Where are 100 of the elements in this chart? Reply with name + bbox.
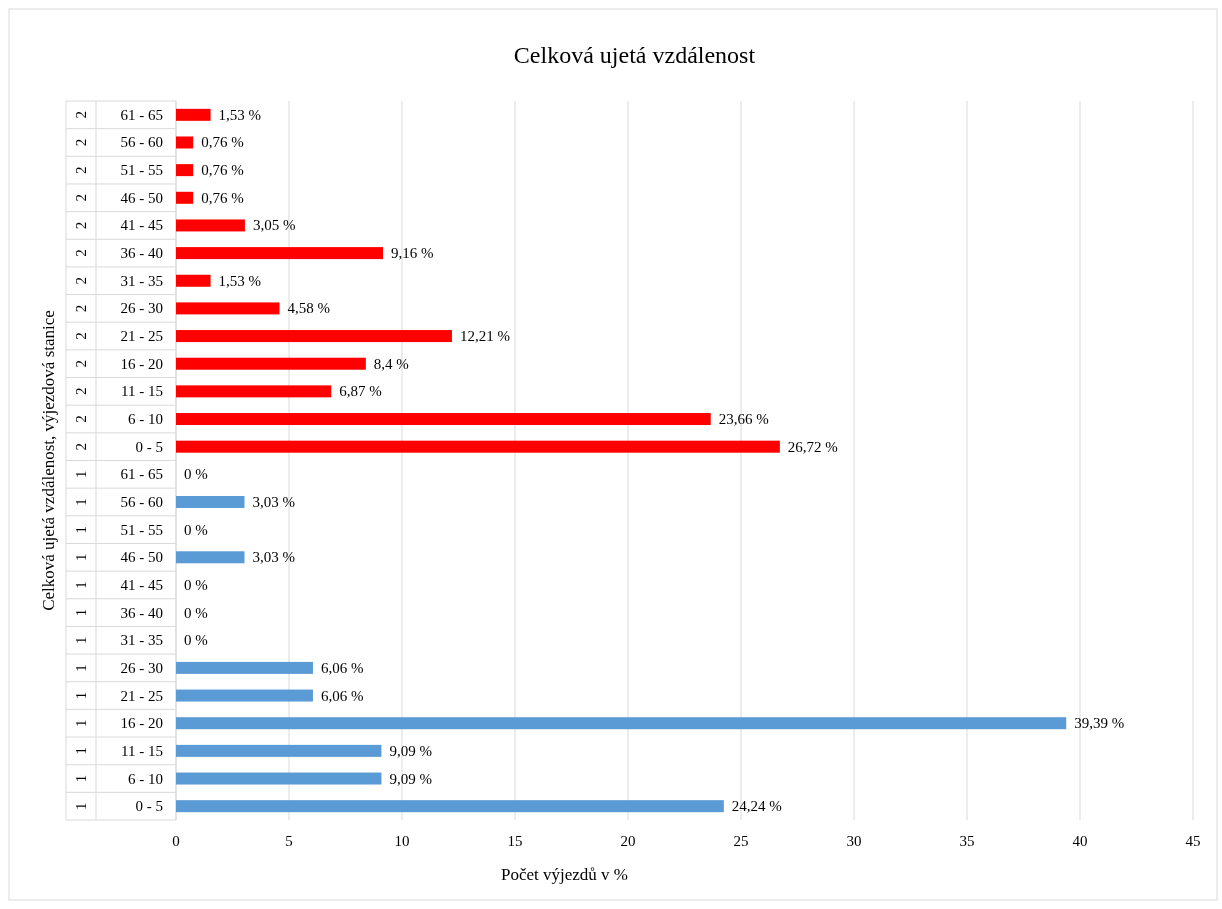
data-label: 0 % <box>184 604 208 621</box>
y-tick-label: 6 - 10 <box>128 411 163 428</box>
bar <box>176 247 384 260</box>
y-tick-label: 0 - 5 <box>135 438 163 455</box>
bar <box>176 136 194 149</box>
text: 2 <box>73 111 89 119</box>
data-label: 0 % <box>184 632 208 649</box>
text: 1 <box>73 581 89 589</box>
y-tick-label: 41 - 45 <box>120 576 163 593</box>
data-label: 6,87 % <box>339 383 382 400</box>
bar <box>176 191 194 204</box>
bar <box>176 772 382 785</box>
bar <box>176 164 194 177</box>
data-label: 3,03 % <box>252 549 295 566</box>
y-tick-label: 6 - 10 <box>128 770 163 787</box>
y-tick-label: 56 - 60 <box>120 134 163 151</box>
data-label: 4,58 % <box>287 300 331 317</box>
text: 2 <box>73 415 89 423</box>
bar <box>176 661 313 674</box>
data-label: 9,09 % <box>389 770 432 787</box>
text: 2 <box>73 359 89 368</box>
text: 1 <box>73 719 89 727</box>
data-label: 9,09 % <box>389 742 432 759</box>
y-tick-label: 36 - 40 <box>120 245 163 262</box>
bar <box>176 108 211 121</box>
bar <box>176 440 780 453</box>
x-tick-label: 5 <box>285 833 293 849</box>
x-tick-label: 20 <box>620 833 636 849</box>
y-tick-label: 0 - 5 <box>135 798 163 815</box>
data-label: 0,76 % <box>201 134 244 151</box>
y-tick-label: 11 - 15 <box>121 383 163 400</box>
bar <box>176 357 366 370</box>
data-label: 39,39 % <box>1074 715 1125 732</box>
bar <box>176 330 452 343</box>
x-tick-label: 25 <box>733 833 749 849</box>
x-tick-label: 40 <box>1072 833 1088 849</box>
text: 2 <box>73 442 89 451</box>
y-tick-label: 46 - 50 <box>120 549 163 566</box>
y-tick-label: 31 - 35 <box>120 632 163 649</box>
y-tick-label: 26 - 30 <box>120 659 163 676</box>
text: 1 <box>73 774 89 783</box>
y-tick-label: 36 - 40 <box>120 604 163 621</box>
bar <box>176 302 280 315</box>
y-tick-label: 51 - 55 <box>120 162 163 179</box>
text: 1 <box>73 498 89 506</box>
text: 1 <box>73 636 89 644</box>
data-label: 24,24 % <box>731 798 782 815</box>
x-tick-label: 10 <box>394 833 410 849</box>
text: 2 <box>73 332 89 340</box>
text: 1 <box>73 525 89 534</box>
text: 2 <box>73 277 89 285</box>
text: 2 <box>73 138 89 147</box>
bar <box>176 219 245 232</box>
text: 2 <box>73 221 89 230</box>
y-tick-label: 21 - 25 <box>120 328 163 345</box>
x-tick-label: 30 <box>846 833 862 849</box>
data-label: 12,21 % <box>459 328 510 345</box>
y-tick-label: 16 - 20 <box>120 355 163 372</box>
bar <box>176 717 1067 730</box>
text: 1 <box>73 470 89 479</box>
text: 1 <box>73 691 89 700</box>
bar <box>176 274 211 287</box>
y-tick-label: 16 - 20 <box>120 715 163 732</box>
x-tick-label: 0 <box>172 833 180 849</box>
data-label: 23,66 % <box>718 411 769 428</box>
y-tick-label: 61 - 65 <box>120 466 163 483</box>
data-label: 6,06 % <box>320 659 364 676</box>
x-tick-label: 35 <box>959 833 975 849</box>
text: 1 <box>73 608 89 617</box>
y-tick-label: 51 - 55 <box>120 521 163 538</box>
data-label: 26,72 % <box>787 438 838 455</box>
bar <box>176 413 711 426</box>
data-label: 1,53 % <box>218 272 262 289</box>
y-tick-label: 61 - 65 <box>120 106 163 123</box>
y-tick-label: 11 - 15 <box>121 742 163 759</box>
data-label: 3,03 % <box>252 493 295 510</box>
bar <box>176 744 382 757</box>
text: 1 <box>73 553 89 562</box>
y-tick-label: 46 - 50 <box>120 189 163 206</box>
text: 2 <box>73 194 89 202</box>
y-tick-label: 26 - 30 <box>120 300 163 317</box>
data-label: 6,06 % <box>320 687 364 704</box>
bar <box>176 689 313 702</box>
x-tick-label: 15 <box>507 833 523 849</box>
text: 1 <box>73 802 89 810</box>
text: 2 <box>73 166 89 174</box>
text: 1 <box>73 747 89 755</box>
data-label: 1,53 % <box>218 106 262 123</box>
text: 2 <box>73 387 89 396</box>
bar <box>176 385 332 398</box>
y-tick-label: 41 - 45 <box>120 217 163 234</box>
chart-title: Celková ujetá vzdálenost <box>513 42 756 68</box>
bar <box>176 551 245 564</box>
y-axis-title: Celková ujetá vzdálenost, výjezdová stanice <box>39 310 58 611</box>
text: 2 <box>73 304 89 313</box>
bar <box>176 495 245 508</box>
y-tick-label: 56 - 60 <box>120 493 163 510</box>
data-label: 3,05 % <box>252 217 296 234</box>
data-label: 0,76 % <box>201 162 244 179</box>
x-tick-label: 45 <box>1185 833 1201 849</box>
